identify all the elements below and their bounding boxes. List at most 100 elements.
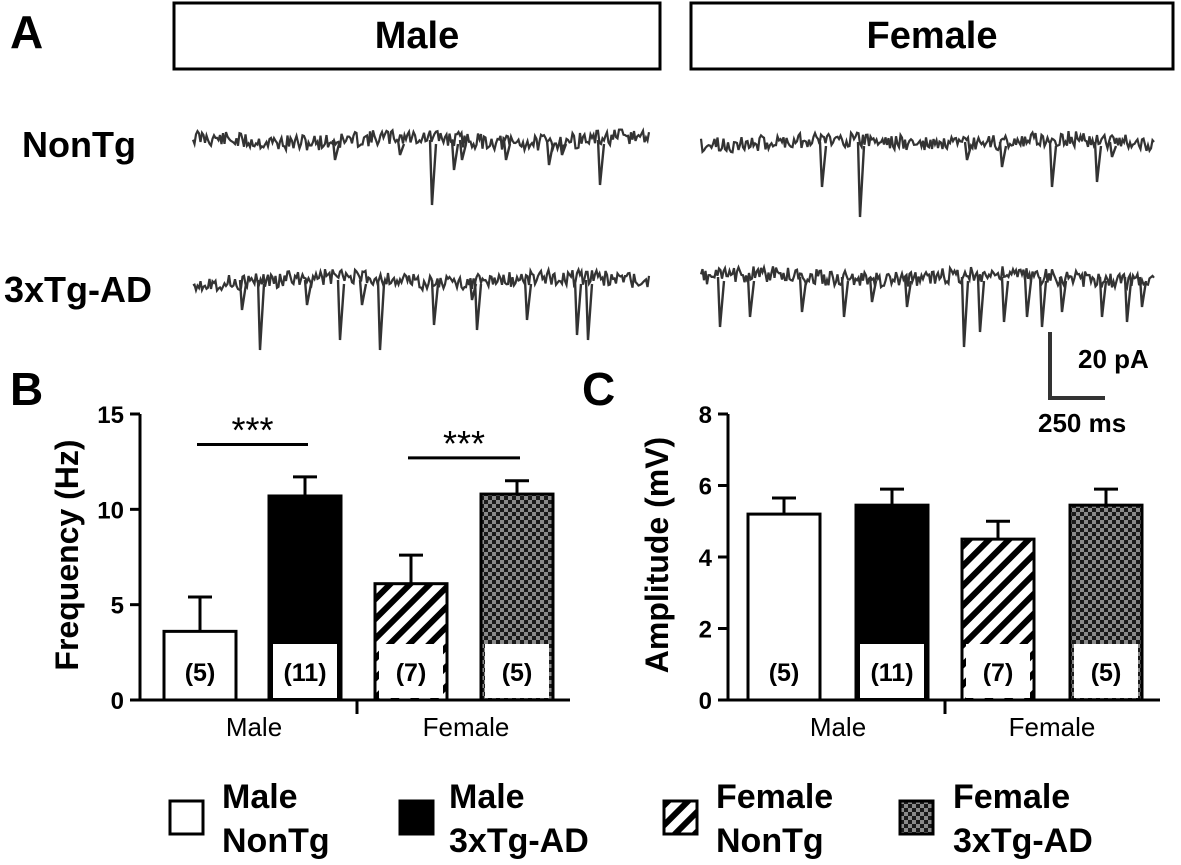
current-event	[256, 279, 266, 351]
y-tick-label: 0	[699, 688, 712, 715]
current-event	[358, 279, 368, 306]
current-event	[584, 279, 594, 341]
panel-b-letter: B	[10, 363, 43, 415]
legend-label-line2: NonTg	[716, 822, 824, 860]
n-label: (7)	[396, 659, 427, 687]
current-event	[428, 139, 438, 206]
n-label: (5)	[502, 659, 533, 687]
legend-label-line1: Male	[222, 778, 298, 816]
y-tick-label: 2	[699, 617, 712, 644]
legend-item-female-nontg: Female NonTg	[662, 778, 833, 860]
n-label: (11)	[870, 659, 913, 687]
n-label-box	[1074, 644, 1138, 698]
current-event	[1138, 276, 1148, 308]
legend-item-male-3xtg: Male 3xTg-AD	[398, 778, 589, 860]
x-group-label: Female	[1009, 712, 1096, 742]
n-label-box	[379, 644, 443, 698]
current-trace	[191, 127, 651, 155]
female-header: Female	[867, 15, 998, 57]
current-event	[1048, 141, 1058, 188]
current-event	[903, 276, 913, 308]
female-header-box	[689, 1, 1175, 71]
current-event	[963, 141, 973, 161]
panel-a-letter: A	[10, 6, 43, 58]
current-event	[1038, 276, 1048, 328]
x-group-label: Male	[810, 712, 866, 742]
current-event	[430, 279, 440, 326]
n-label-box	[860, 644, 924, 698]
current-event	[998, 141, 1008, 168]
current-event	[1093, 141, 1103, 183]
current-event	[1098, 276, 1108, 318]
current-event	[960, 276, 970, 348]
n-label: (7)	[983, 659, 1014, 687]
y-tick-label: 5	[111, 593, 124, 620]
current-event	[818, 141, 828, 188]
current-event	[458, 139, 468, 161]
legend-swatch-white	[168, 799, 205, 836]
n-label: (11)	[283, 659, 326, 687]
current-event	[798, 276, 808, 313]
current-event	[1123, 276, 1133, 323]
current-event	[746, 276, 756, 318]
n-label-box	[485, 644, 549, 698]
current-event	[545, 139, 555, 166]
y-tick-label: 6	[699, 474, 712, 501]
panel-c-ylabel: Amplitude (mV)	[639, 437, 675, 673]
panel-a: A Male Female NonTg 3xTg-AD 20 pA 250 ms	[4, 1, 1175, 438]
current-event	[303, 279, 313, 306]
panel-c-letter: C	[582, 363, 615, 415]
legend-label-line1: Female	[953, 778, 1070, 816]
current-event	[716, 276, 726, 328]
current-trace	[192, 265, 651, 294]
current-event	[868, 276, 878, 303]
current-event	[976, 276, 986, 333]
legend-item-female-3xtg: Female 3xTg-AD	[898, 778, 1093, 860]
n-label-box	[168, 644, 232, 698]
current-event	[558, 139, 568, 156]
legend-label-line1: Male	[449, 778, 525, 816]
current-event	[376, 279, 386, 351]
current-event	[336, 279, 346, 341]
legend: Male NonTg Male 3xTg-AD Female NonTg Fem…	[168, 778, 1093, 860]
legend-label-line1: Female	[716, 778, 833, 816]
legend-item-male-nontg: Male NonTg	[168, 778, 330, 860]
significance-stars: ***	[443, 423, 485, 464]
male-header-box	[172, 1, 662, 71]
current-event	[840, 276, 850, 318]
current-event	[396, 139, 406, 156]
n-label-box	[273, 644, 337, 698]
current-event	[1058, 276, 1068, 313]
legend-label-line2: NonTg	[222, 822, 330, 860]
panel-c-amplitude-chart: C Amplitude (mV) 0 2 4 6 8 Male Female (5) (11) (…	[582, 363, 1160, 742]
current-event	[238, 279, 248, 311]
y-tick-label: 8	[699, 402, 712, 429]
scale-bar-time: 250 ms	[1038, 408, 1126, 438]
current-trace	[699, 263, 1155, 292]
scale-bar	[1048, 332, 1105, 400]
current-event	[1108, 141, 1118, 158]
current-event	[856, 141, 866, 218]
legend-label-line2: 3xTg-AD	[449, 822, 589, 860]
current-event	[573, 279, 583, 336]
panel-b-ylabel: Frequency (Hz)	[49, 439, 85, 670]
legend-swatch-checker	[898, 799, 935, 836]
male-header: Male	[375, 15, 459, 57]
row-label-nontg: NonTg	[22, 124, 136, 165]
current-event	[473, 279, 483, 331]
y-tick-label: 10	[97, 497, 124, 524]
n-label-box	[966, 644, 1030, 698]
current-event	[1000, 276, 1010, 323]
significance-stars: ***	[231, 410, 273, 451]
n-label-box	[752, 644, 816, 698]
row-label-3xtg: 3xTg-AD	[4, 269, 152, 310]
current-trace	[699, 129, 1155, 154]
n-label: (5)	[185, 659, 216, 687]
current-event	[468, 279, 478, 301]
current-event	[331, 139, 341, 161]
current-event	[502, 139, 512, 161]
current-traces	[191, 127, 1155, 351]
current-event	[596, 139, 606, 186]
current-event	[1023, 276, 1033, 318]
